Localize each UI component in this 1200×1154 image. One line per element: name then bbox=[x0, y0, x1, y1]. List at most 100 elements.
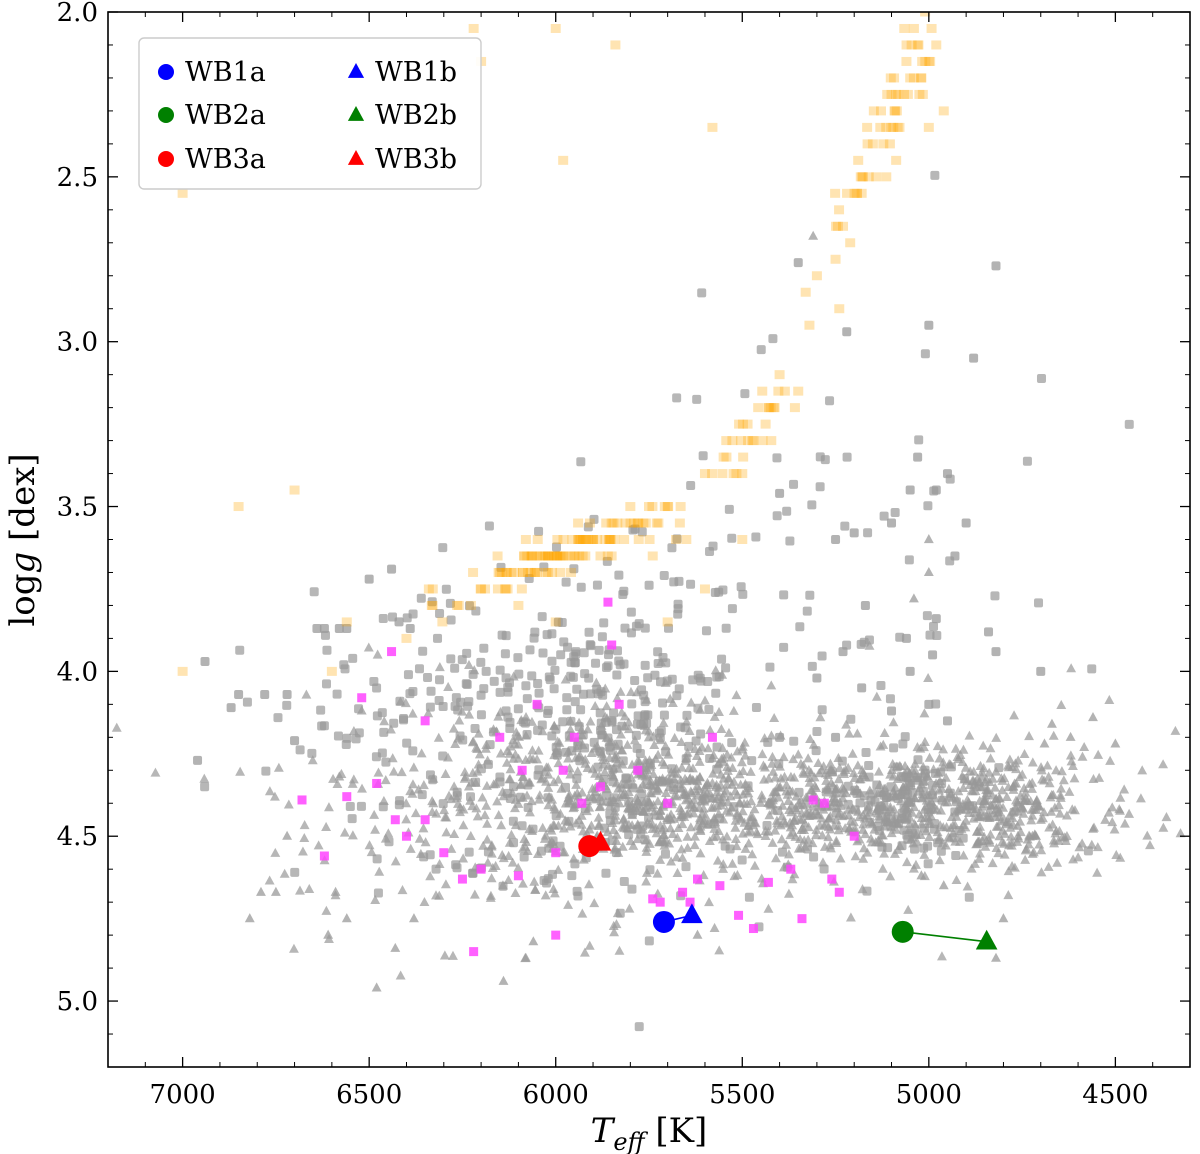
gray-square-point bbox=[637, 685, 647, 695]
gray-square-point bbox=[395, 696, 405, 706]
orange-square-point bbox=[884, 139, 895, 149]
gray-triangle-point bbox=[644, 726, 654, 736]
gray-triangle-point bbox=[982, 812, 993, 822]
gray-square-point bbox=[509, 838, 519, 848]
orange-square-point bbox=[177, 666, 188, 676]
gray-triangle-point bbox=[264, 786, 275, 796]
gray-triangle-point bbox=[685, 786, 696, 796]
gray-triangle-point bbox=[1093, 749, 1104, 759]
gray-triangle-point bbox=[1064, 786, 1075, 796]
gray-triangle-point bbox=[681, 795, 691, 805]
gray-square-point bbox=[914, 435, 924, 445]
gray-triangle-point bbox=[985, 837, 995, 847]
gray-square-point bbox=[529, 633, 539, 643]
gray-triangle-point bbox=[1077, 751, 1088, 761]
gray-triangle-point bbox=[540, 830, 551, 840]
orange-square-point bbox=[537, 551, 548, 561]
orange-square-point bbox=[480, 584, 491, 594]
gray-triangle-point bbox=[628, 840, 639, 850]
gray-triangle-point bbox=[1088, 823, 1099, 833]
gray-square-point bbox=[534, 688, 544, 698]
orange-square-point bbox=[552, 551, 563, 561]
orange-square-point bbox=[565, 551, 576, 561]
gray-triangle-point bbox=[1020, 854, 1031, 864]
gray-triangle-point bbox=[965, 779, 975, 790]
y-axis-label-var: g bbox=[3, 552, 43, 574]
gray-triangle-point bbox=[665, 823, 676, 833]
gray-square-point bbox=[626, 607, 636, 617]
orange-square-point bbox=[576, 535, 587, 544]
gray-square-point bbox=[842, 327, 852, 337]
gray-triangle-point bbox=[760, 825, 771, 835]
gray-square-point bbox=[927, 790, 937, 800]
magenta-square-point bbox=[420, 815, 430, 825]
gray-triangle-point bbox=[599, 766, 610, 776]
gray-square-point bbox=[333, 731, 343, 741]
gray-square-point bbox=[539, 562, 549, 572]
gray-square-point bbox=[476, 690, 486, 700]
gray-triangle-point bbox=[405, 843, 416, 853]
gray-triangle-point bbox=[833, 820, 844, 830]
gray-triangle-point bbox=[760, 830, 771, 841]
gray-square-point bbox=[600, 823, 610, 833]
orange-square-point bbox=[580, 535, 591, 544]
gray-triangle-point bbox=[1006, 840, 1017, 850]
gray-square-point bbox=[680, 723, 690, 733]
gray-triangle-point bbox=[764, 810, 775, 820]
gray-square-point bbox=[596, 718, 606, 728]
gray-triangle-point bbox=[1016, 801, 1027, 811]
gray-triangle-point bbox=[458, 853, 469, 863]
orange-square-point bbox=[573, 535, 584, 544]
gray-square-point bbox=[709, 819, 719, 829]
gray-square-point bbox=[881, 792, 891, 802]
gray-square-point bbox=[561, 577, 571, 587]
gray-triangle-point bbox=[427, 796, 438, 806]
y-axis-label-unit: [dex] bbox=[3, 453, 43, 551]
orange-square-point bbox=[898, 89, 909, 99]
gray-triangle-point bbox=[655, 854, 666, 864]
gray-triangle-point bbox=[873, 766, 884, 776]
gray-triangle-point bbox=[289, 943, 299, 953]
gray-triangle-point bbox=[543, 782, 554, 792]
gray-triangle-point bbox=[708, 802, 719, 812]
gray-triangle-point bbox=[1018, 808, 1029, 818]
gray-triangle-point bbox=[150, 767, 161, 777]
gray-square-point bbox=[536, 846, 546, 856]
gray-triangle-point bbox=[885, 871, 896, 881]
orange-square-point bbox=[920, 56, 931, 66]
gray-square-point bbox=[727, 533, 737, 543]
gray-triangle-point bbox=[958, 850, 969, 860]
gray-triangle-point bbox=[702, 788, 713, 798]
gray-triangle-point bbox=[1027, 783, 1037, 793]
gray-square-point bbox=[686, 579, 696, 589]
orange-square-point bbox=[735, 436, 746, 446]
gray-square-point bbox=[610, 802, 620, 812]
magenta-square-point bbox=[558, 765, 568, 775]
gray-triangle-point bbox=[624, 903, 635, 913]
gray-square-point bbox=[561, 747, 571, 757]
gray-triangle-point bbox=[1047, 718, 1057, 728]
orange-square-point bbox=[905, 73, 916, 83]
orange-square-point bbox=[845, 238, 856, 248]
gray-triangle-point bbox=[712, 787, 723, 797]
gray-square-point bbox=[627, 699, 637, 709]
gray-square-point bbox=[881, 812, 891, 822]
gray-triangle-point bbox=[490, 860, 501, 870]
gray-square-point bbox=[597, 632, 607, 642]
gray-triangle-point bbox=[517, 843, 528, 853]
gray-square-point bbox=[319, 721, 329, 731]
gray-triangle-point bbox=[313, 840, 324, 850]
gray-triangle-point bbox=[825, 824, 836, 834]
gray-triangle-point bbox=[932, 741, 943, 751]
gray-triangle-point bbox=[858, 853, 869, 863]
gray-square-point bbox=[615, 908, 625, 918]
orange-square-point bbox=[644, 535, 655, 544]
gray-triangle-point bbox=[1069, 773, 1080, 783]
gray-square-point bbox=[282, 689, 292, 699]
gray-triangle-point bbox=[517, 878, 528, 888]
gray-square-point bbox=[235, 645, 245, 655]
orange-square-point bbox=[625, 502, 636, 512]
orange-square-point bbox=[862, 139, 873, 149]
gray-triangle-point bbox=[507, 857, 518, 867]
gray-triangle-point bbox=[915, 743, 926, 753]
